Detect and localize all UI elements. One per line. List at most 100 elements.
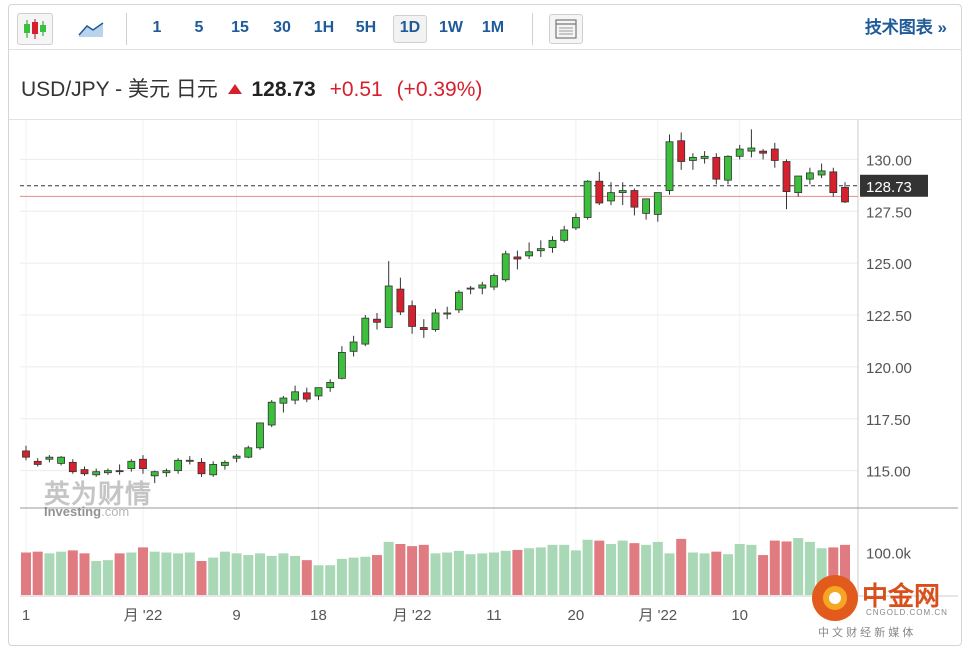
volume-bar (570, 550, 581, 595)
volume-bar (208, 557, 219, 595)
volume-bar (231, 553, 242, 595)
candle-body (642, 198, 650, 214)
cngold-logo-icon (812, 575, 858, 621)
x-tick-label: 18 (310, 607, 327, 624)
candle-body (104, 470, 112, 474)
volume-bar (114, 553, 125, 595)
volume-bar (79, 553, 90, 595)
volume-bar (266, 555, 277, 595)
volume-bar (102, 560, 113, 595)
header-divider (9, 119, 961, 120)
candle-body (724, 155, 732, 181)
volume-bar (676, 538, 687, 595)
candle-body (57, 456, 65, 464)
volume-bar (407, 546, 418, 595)
volume-bar (711, 551, 722, 595)
candle-body (490, 275, 498, 288)
investing-logo-cn: 英为财情 (44, 479, 153, 509)
candle-body (689, 156, 697, 161)
candle-body (454, 291, 463, 311)
investing-logo-suffix: .com (101, 504, 130, 519)
volume-bar (442, 552, 453, 595)
volume-bar (360, 556, 371, 595)
candle-body (829, 171, 838, 194)
volume-bar (465, 554, 476, 595)
volume-bar (769, 540, 780, 595)
candle-body (700, 155, 709, 159)
candle-body (513, 256, 522, 260)
candle-body (501, 253, 510, 281)
candle-body (291, 391, 300, 401)
cngold-logo-cn: 中金网 (862, 581, 941, 611)
x-tick-label: 20 (568, 607, 585, 624)
x-tick-label: 月 '22 (124, 607, 163, 624)
volume-bar (652, 541, 663, 595)
candle-body (630, 190, 639, 208)
candle-body (150, 471, 159, 477)
candle-body (759, 150, 767, 154)
candle-body (583, 180, 592, 218)
volume-bar (372, 555, 382, 595)
cngold-tagline: 中 文 财 经 新 媒 体 (818, 627, 914, 639)
volume-bar (32, 551, 43, 595)
interval-5h[interactable]: 5H (355, 19, 377, 36)
interval-30[interactable]: 30 (273, 19, 291, 36)
y-tick-label: 130.00 (866, 152, 912, 169)
interval-1d[interactable]: 1D (393, 15, 427, 43)
candle-body (337, 351, 346, 379)
candle-body (794, 175, 803, 194)
volume-bar (477, 553, 488, 595)
volume-bar (325, 565, 336, 595)
candle-body (665, 141, 674, 191)
layout-settings-icon[interactable] (549, 14, 583, 44)
volume-bar (336, 558, 347, 595)
candle-body (396, 288, 405, 313)
area-chart-type-icon[interactable] (75, 15, 109, 41)
candle-body (712, 156, 721, 180)
volume-bar (687, 552, 698, 595)
candle-body (536, 248, 545, 252)
volume-bar (21, 552, 31, 595)
volume-bar (278, 553, 289, 595)
x-tick-label: 11 (486, 607, 502, 624)
candle-body (162, 470, 171, 474)
x-tick-label: 9 (232, 607, 240, 624)
candle-body (361, 317, 370, 345)
interval-1m[interactable]: 1M (481, 19, 505, 36)
volume-bar (290, 555, 301, 595)
candle-body (115, 470, 124, 473)
volume-bar (746, 544, 757, 595)
candle-body (443, 312, 452, 315)
volume-bar (840, 544, 850, 595)
candle-body (419, 327, 428, 330)
x-tick-label: 月 '22 (393, 607, 432, 624)
candle-body (408, 305, 417, 327)
candlestick-chart-type-icon[interactable] (17, 13, 53, 45)
volume-bar (629, 543, 640, 595)
y-tick-label: 117.50 (866, 412, 911, 429)
volume-bar (804, 541, 815, 595)
candle-body (841, 187, 849, 203)
volume-bar (430, 553, 441, 595)
interval-1w[interactable]: 1W (439, 19, 463, 36)
interval-1h[interactable]: 1H (313, 19, 335, 36)
technical-chart-link[interactable]: 技术图表 » (864, 18, 947, 37)
price-change-percent: (+0.39%) (396, 78, 483, 101)
candle-body (572, 217, 580, 229)
volume-bar (734, 544, 745, 595)
interval-15[interactable]: 15 (231, 19, 249, 36)
volume-bar (313, 565, 324, 595)
candle-body (384, 285, 393, 328)
volume-bar (699, 553, 710, 595)
candle-body (174, 459, 183, 472)
y-tick-label: 115.00 (866, 464, 911, 481)
candle-body (33, 460, 42, 465)
candle-body (747, 147, 756, 152)
volume-bar (184, 552, 195, 595)
volume-bar (138, 547, 148, 595)
last-price: 128.73 (251, 78, 316, 101)
interval-1[interactable]: 1 (152, 19, 162, 36)
interval-5[interactable]: 5 (194, 19, 204, 36)
x-tick-label: 月 '22 (638, 607, 677, 624)
